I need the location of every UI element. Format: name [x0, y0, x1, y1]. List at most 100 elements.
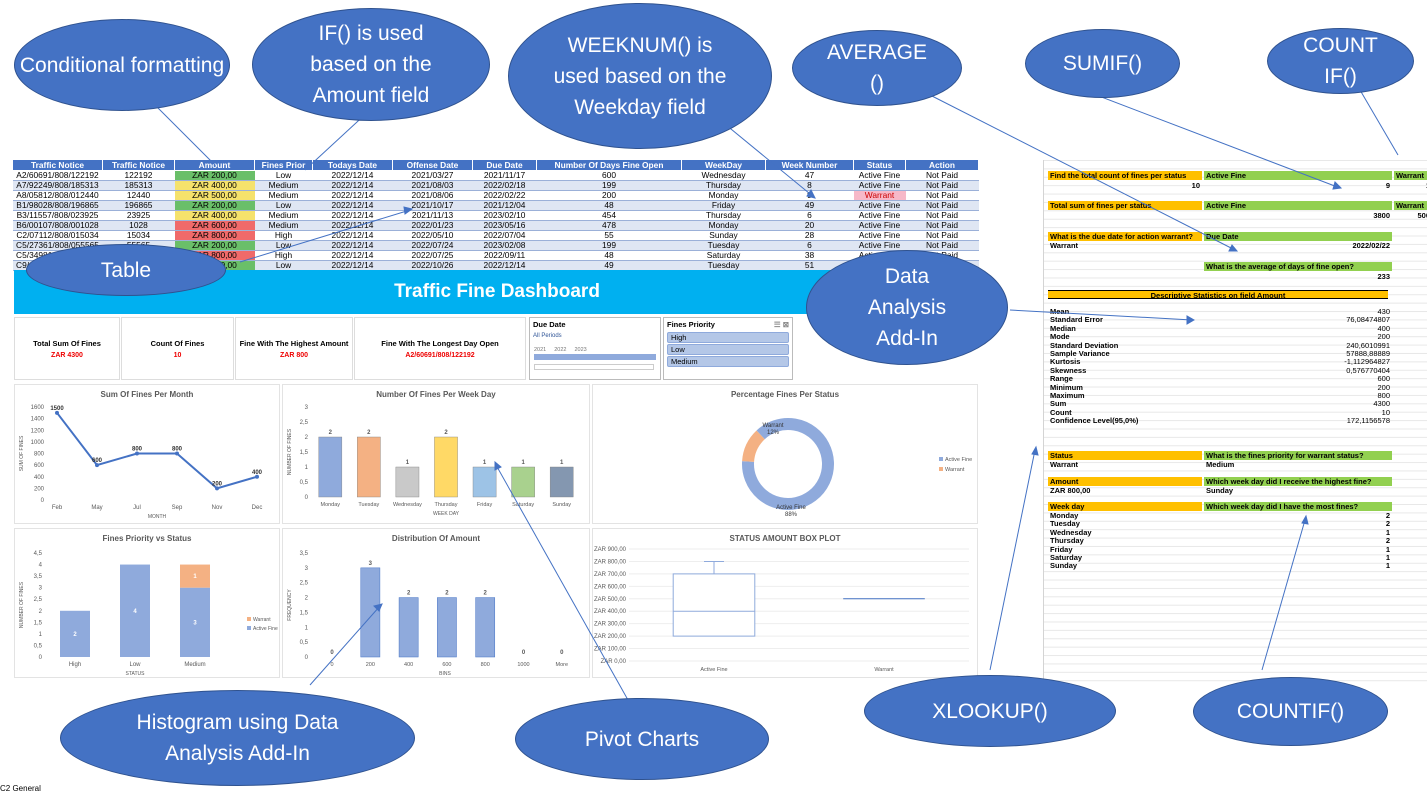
- table-cell: 28: [765, 230, 854, 241]
- column-header[interactable]: WeekDay: [681, 159, 766, 171]
- header-active: Active Fine: [1204, 171, 1392, 180]
- table-cell: 2022/12/14: [312, 180, 393, 191]
- column-header[interactable]: Number Of Days Fine Open: [536, 159, 682, 171]
- stat-label: Range: [1050, 374, 1073, 384]
- callout-table: Table: [26, 244, 226, 296]
- column-header[interactable]: Todays Date: [312, 159, 393, 171]
- bar: [511, 466, 535, 498]
- data-label: 1: [406, 460, 410, 466]
- table-cell: 6: [765, 210, 854, 221]
- table-cell: Monday: [681, 190, 766, 201]
- table-cell: 199: [536, 180, 682, 191]
- x-tick-label: Jul: [133, 505, 141, 511]
- histogram-bar: [360, 567, 381, 658]
- y-tick-label: 0: [305, 495, 309, 501]
- y-tick-label: 4,5: [34, 551, 43, 557]
- column-header[interactable]: Traffic Notice: [102, 159, 175, 171]
- header-amount: Amount: [1048, 477, 1202, 486]
- table-cell: 12440: [102, 190, 175, 201]
- data-label: 2: [444, 430, 448, 436]
- y-axis-label: SUM OF FINES: [19, 435, 25, 471]
- table-cell: C2/07112/808/015034: [12, 230, 103, 241]
- column-header[interactable]: Offense Date: [392, 159, 473, 171]
- histogram-bar: [475, 597, 496, 658]
- stat-row: Mode 200: [1048, 332, 1427, 341]
- table-cell: ZAR 200,00: [174, 170, 255, 181]
- count-warrant: 1: [1394, 181, 1427, 190]
- clear-filter-icon[interactable]: ☰ ⊠: [773, 320, 789, 329]
- fines-priority-slicer: Fines Priority ☰ ⊠ High Low Medium: [663, 317, 793, 380]
- slicer-item-medium[interactable]: Medium: [667, 356, 789, 367]
- x-tick-label: Warrant: [874, 667, 894, 673]
- y-tick-label: ZAR 900,00: [594, 547, 627, 553]
- slicer-item-low[interactable]: Low: [667, 344, 789, 355]
- table-row: A2/60691/808/122192 122192 ZAR 200,00 Low 20…: [12, 170, 979, 181]
- kpi-longest-open: Fine With The Longest Day Open A2/60691/8…: [354, 317, 526, 380]
- table-cell: Friday: [681, 200, 766, 211]
- chart-title: Distribution Of Amount: [391, 534, 481, 543]
- table-cell: 454: [536, 210, 682, 221]
- header-active: Active Fine: [1204, 201, 1392, 210]
- stat-label: Standard Deviation: [1050, 340, 1119, 350]
- slicer-title: Due Date: [533, 320, 566, 329]
- x-tick-label: Monday: [320, 502, 340, 508]
- x-tick-label: More: [556, 662, 569, 668]
- due-date-timeline-slicer[interactable]: Due Date All Periods 2021 2022 2023: [529, 317, 661, 380]
- column-header[interactable]: Amount: [174, 159, 255, 171]
- table-cell: 20: [765, 220, 854, 231]
- slice-label: Warrant: [762, 423, 783, 429]
- slice-label: Active Fine: [776, 505, 806, 511]
- y-tick-label: 2: [305, 596, 309, 602]
- data-point: [175, 451, 179, 456]
- x-tick-label: Tuesday: [358, 502, 379, 508]
- x-tick-label: Sunday: [552, 502, 571, 508]
- callout-average: AVERAGE (): [792, 30, 962, 106]
- timeline-bar[interactable]: [534, 354, 656, 360]
- column-header[interactable]: Action: [905, 159, 979, 171]
- stat-row: Sample Variance 57888,88889: [1048, 349, 1427, 358]
- y-tick-label: 0: [305, 655, 309, 661]
- legend-swatch: [939, 467, 943, 471]
- weekday-label: Saturday: [1050, 553, 1083, 562]
- column-header[interactable]: Traffic Notice: [12, 159, 103, 171]
- callout-sumif: SUMIF(): [1025, 29, 1180, 98]
- table-cell: Active Fine: [853, 230, 906, 241]
- stat-value: 76,08474807: [1346, 315, 1390, 325]
- y-tick-label: 3,5: [34, 574, 43, 580]
- table-cell: 1028: [102, 220, 175, 231]
- x-tick-label: May: [91, 505, 102, 511]
- chart-title: Fines Priority vs Status: [102, 534, 192, 543]
- average-value: 233: [1377, 272, 1390, 281]
- column-header[interactable]: Due Date: [472, 159, 537, 171]
- slicer-item-high[interactable]: High: [667, 332, 789, 343]
- x-tick-label: Saturday: [512, 502, 534, 508]
- table-cell: 2022/12/14: [312, 210, 393, 221]
- table-cell: 15034: [102, 230, 175, 241]
- table-cell: 2022/09/11: [472, 250, 537, 261]
- legend-label: Active Fine: [253, 626, 278, 632]
- column-header[interactable]: Fines Prior: [254, 159, 313, 171]
- stat-label: Minimum: [1050, 382, 1083, 392]
- year-label: 2022: [554, 347, 567, 353]
- box: [672, 573, 756, 637]
- weekday-count: 1: [1385, 561, 1390, 571]
- chart-sum-per-month: Sum Of Fines Per Month 0 200 400 600 800 1000…: [14, 384, 280, 524]
- data-point: [135, 451, 139, 456]
- data-label: 1: [483, 460, 487, 466]
- column-header[interactable]: Status: [853, 159, 906, 171]
- table-cell: 55: [536, 230, 682, 241]
- stat-value: 600: [1377, 374, 1390, 384]
- chart-status-percentage: Percentage Fines Per Status Active Fine 8…: [592, 384, 978, 524]
- amount-value: ZAR 800,00: [1050, 486, 1091, 495]
- weekday-row: Tuesday 2: [1048, 519, 1427, 528]
- table-cell: 185313: [102, 180, 175, 191]
- question-count: Find the total count of fines per status: [1048, 171, 1202, 180]
- bar-segment: [180, 564, 210, 588]
- timeline-scrollbar[interactable]: [534, 364, 654, 370]
- bar: [434, 436, 458, 498]
- data-label: 0: [330, 650, 334, 656]
- column-header[interactable]: Week Number: [765, 159, 854, 171]
- descriptive-stats-title: Descriptive Statistics on field Amount: [1048, 290, 1388, 299]
- bar-segment: [120, 564, 150, 657]
- table-cell: Thursday: [681, 210, 766, 221]
